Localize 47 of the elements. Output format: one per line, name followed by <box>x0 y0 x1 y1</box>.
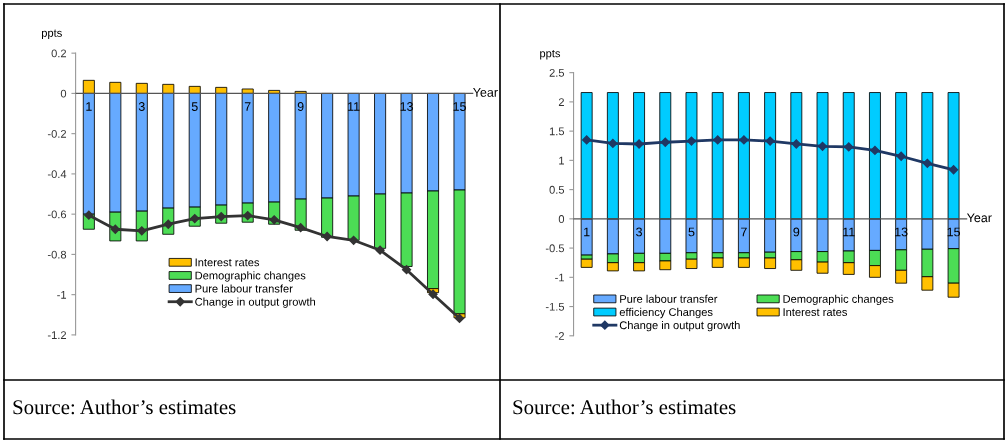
x-tick-label: 7 <box>244 102 251 111</box>
x-tick-label: 7 <box>741 227 747 237</box>
x-tick-label: 11 <box>348 102 360 111</box>
x-axis-title: Year <box>473 88 498 97</box>
y-tick-label: -2 <box>555 332 564 340</box>
x-tick-label: 5 <box>688 227 695 237</box>
y-tick-label: -1 <box>555 273 564 282</box>
y-tick-label: -0.6 <box>47 210 67 219</box>
x-tick-label: 13 <box>400 102 413 111</box>
source-note: Source: Author’s estimates <box>13 399 236 415</box>
y-tick-label: 2.5 <box>549 68 565 77</box>
x-tick-label: 1 <box>86 102 92 111</box>
y-tick-label: 2 <box>558 98 564 106</box>
y-tick-label: -1.5 <box>545 302 565 311</box>
legend-label: Interest rates <box>783 308 847 317</box>
legend-label: Change in output growth <box>619 320 740 332</box>
y-tick-label: 1.5 <box>549 127 565 136</box>
y-tick-label: 1 <box>559 156 564 165</box>
source-note: Source: Author’s estimates <box>513 399 736 415</box>
legend-label: Change in output growth <box>195 297 315 308</box>
y-axis-title: ppts <box>540 50 561 60</box>
y-tick-label: -0.2 <box>47 129 67 138</box>
y-tick-label: -0.8 <box>47 250 67 259</box>
legend-label: Demographic changes <box>195 271 306 282</box>
x-tick-label: 9 <box>297 102 304 111</box>
x-axis-title: Year <box>966 213 992 223</box>
x-tick-label: 15 <box>453 102 466 111</box>
x-tick-label: 9 <box>793 227 800 237</box>
y-tick-label: -1 <box>57 291 67 299</box>
y-tick-label: 0 <box>558 215 565 223</box>
y-tick-label: 0.2 <box>51 49 67 58</box>
legend-label: Pure labour transfer <box>195 284 293 293</box>
y-tick-label: -0.4 <box>47 170 67 179</box>
legend-label: Pure labour transfer <box>620 294 718 303</box>
y-tick-label: -1.2 <box>47 331 67 339</box>
y-tick-label: 0 <box>60 89 67 98</box>
y-tick-label: 0.5 <box>549 185 565 194</box>
legend-label: Demographic changes <box>783 294 894 306</box>
legend-label: Interest rates <box>195 258 260 267</box>
y-tick-label: -0.5 <box>545 244 565 253</box>
y-axis-title: ppts <box>41 29 62 40</box>
x-tick-label: 1 <box>584 227 590 237</box>
x-tick-label: 5 <box>191 102 198 111</box>
legend-label: efficiency Changes <box>619 307 713 319</box>
x-tick-label: 3 <box>636 227 642 237</box>
x-tick-label: 3 <box>138 102 145 111</box>
x-tick-label: 15 <box>947 227 960 237</box>
